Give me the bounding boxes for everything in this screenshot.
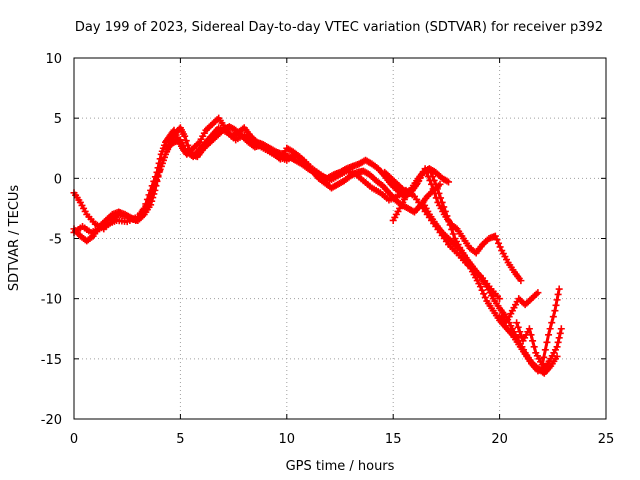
data-point — [154, 171, 162, 179]
x-tick-label: 15 — [385, 432, 402, 447]
data-point — [421, 165, 429, 173]
data-point — [449, 230, 457, 238]
data-point — [445, 178, 453, 186]
data-point — [139, 206, 147, 214]
data-point — [517, 332, 525, 340]
data-point — [557, 325, 565, 333]
y-tick-label: -10 — [41, 293, 62, 308]
y-tick-label: 10 — [45, 52, 62, 67]
data-point — [424, 173, 432, 181]
data-point — [555, 334, 563, 342]
data-point — [549, 313, 557, 321]
data-point — [137, 209, 144, 217]
y-tick-label: -20 — [41, 413, 62, 428]
data-point — [496, 295, 504, 303]
data-point — [556, 329, 564, 337]
data-point — [423, 169, 431, 177]
data-point — [516, 328, 524, 336]
data-point — [491, 232, 499, 240]
data-point — [540, 353, 548, 361]
y-tick-label: -15 — [41, 353, 62, 368]
data-point — [182, 137, 190, 145]
data-point — [529, 337, 537, 345]
data-point — [493, 236, 501, 244]
plot-frame — [73, 57, 607, 420]
data-point — [530, 343, 538, 351]
data-point — [481, 293, 489, 301]
data-point — [553, 352, 561, 360]
data-point — [555, 285, 563, 293]
series-track-8 — [513, 285, 563, 369]
x-axis-title: GPS time / hours — [286, 459, 395, 474]
data-point — [534, 289, 542, 297]
data-point — [548, 319, 556, 327]
data-point — [554, 290, 562, 298]
data-point — [148, 189, 156, 197]
x-tick-label: 20 — [491, 432, 508, 447]
data-point — [480, 290, 488, 298]
x-tick-label: 10 — [279, 432, 296, 447]
y-tick-label: 5 — [54, 112, 62, 127]
x-tick-label: 5 — [176, 432, 184, 447]
data-point — [151, 180, 159, 188]
y-tick-label: -5 — [49, 233, 62, 248]
data-point — [513, 319, 521, 327]
data-point — [525, 325, 533, 333]
y-tick-label: 0 — [54, 172, 62, 187]
data-point — [149, 185, 157, 193]
data-point — [514, 323, 522, 331]
data-point — [554, 338, 562, 346]
data-point — [142, 202, 150, 210]
data-point — [553, 343, 561, 351]
data-point — [144, 198, 152, 206]
grid — [74, 58, 606, 419]
data-point — [428, 180, 436, 188]
data-point — [495, 239, 503, 247]
data-point — [156, 167, 164, 175]
data-point — [546, 325, 554, 333]
chart-title: Day 199 of 2023, Sidereal Day-to-day VTE… — [75, 20, 603, 35]
data-point — [478, 286, 486, 294]
data-point — [426, 176, 434, 184]
data-point — [541, 346, 549, 354]
data-point — [134, 213, 142, 221]
data-point — [545, 331, 553, 339]
series-track-7 — [496, 289, 542, 327]
data-point — [552, 301, 560, 309]
x-tick-label: 0 — [70, 432, 78, 447]
data-point — [476, 283, 484, 291]
x-tick-label: 25 — [598, 432, 615, 447]
data-point — [527, 331, 535, 339]
data-point — [429, 185, 437, 193]
data-point — [431, 189, 439, 197]
data-point — [146, 194, 154, 202]
data-point — [496, 243, 504, 251]
data-series — [70, 114, 565, 377]
data-point — [551, 307, 559, 315]
y-axis-title: SDTVAR / TECUs — [7, 185, 22, 292]
data-point — [432, 194, 440, 202]
data-point — [181, 132, 189, 140]
data-point — [553, 296, 561, 304]
data-point — [538, 361, 546, 369]
data-point — [152, 176, 160, 184]
data-point — [517, 277, 525, 285]
series-track-6 — [389, 165, 525, 285]
data-point — [543, 338, 551, 346]
